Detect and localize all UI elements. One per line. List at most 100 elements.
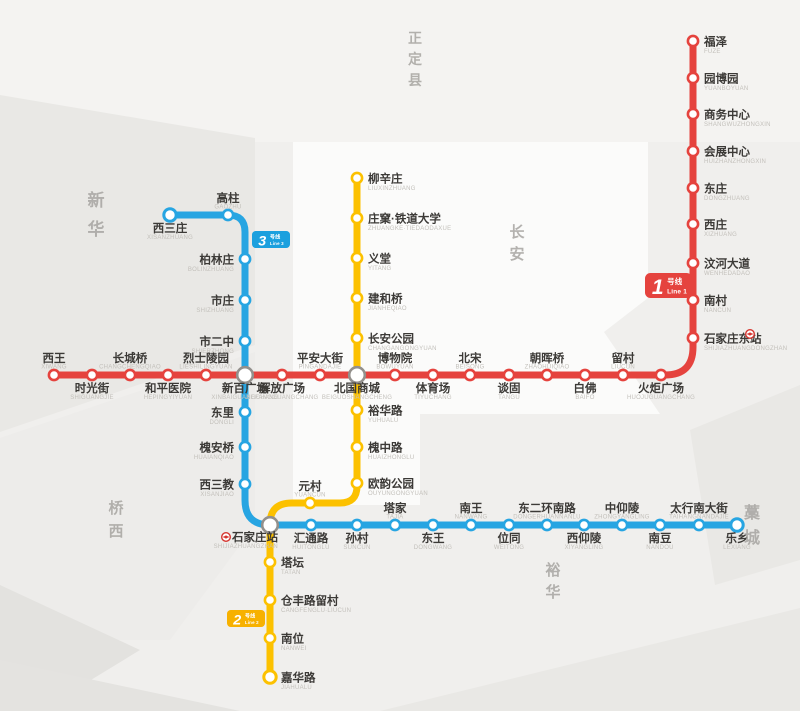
station-marker[interactable] [686, 331, 700, 345]
transfer-station-marker[interactable] [347, 365, 367, 385]
station-marker[interactable] [221, 208, 235, 222]
station-marker[interactable] [162, 207, 178, 223]
station-marker[interactable] [540, 518, 554, 532]
station-marker[interactable] [350, 476, 364, 490]
station-marker[interactable] [263, 555, 277, 569]
station-marker[interactable] [85, 368, 99, 382]
station-marker[interactable] [686, 256, 700, 270]
station-marker[interactable] [426, 368, 440, 382]
station-marker[interactable] [502, 368, 516, 382]
station-marker[interactable] [161, 368, 175, 382]
station-marker[interactable] [350, 291, 364, 305]
station-marker[interactable] [238, 405, 252, 419]
station-marker[interactable] [686, 217, 700, 231]
station-marker[interactable] [616, 368, 630, 382]
station-marker[interactable] [686, 181, 700, 195]
station-marker[interactable] [463, 368, 477, 382]
station-marker[interactable] [686, 34, 700, 48]
station-marker[interactable] [388, 518, 402, 532]
station-marker[interactable] [686, 293, 700, 307]
station-marker[interactable] [350, 440, 364, 454]
station-marker[interactable] [303, 496, 317, 510]
station-marker[interactable] [653, 518, 667, 532]
station-marker[interactable] [263, 631, 277, 645]
station-marker[interactable] [262, 669, 278, 685]
transfer-station-marker[interactable] [235, 365, 255, 385]
station-marker[interactable] [686, 107, 700, 121]
station-marker[interactable] [350, 331, 364, 345]
station-marker[interactable] [577, 518, 591, 532]
station-marker[interactable] [238, 477, 252, 491]
station-marker[interactable] [238, 293, 252, 307]
station-marker[interactable] [350, 211, 364, 225]
station-marker[interactable] [686, 71, 700, 85]
station-marker[interactable] [729, 517, 745, 533]
transfer-station-marker[interactable] [260, 515, 280, 535]
station-marker[interactable] [615, 518, 629, 532]
station-marker[interactable] [502, 518, 516, 532]
station-marker[interactable] [263, 593, 277, 607]
station-marker[interactable] [426, 518, 440, 532]
station-marker[interactable] [692, 518, 706, 532]
station-marker[interactable] [47, 368, 61, 382]
station-marker[interactable] [686, 144, 700, 158]
station-marker[interactable] [304, 518, 318, 532]
station-marker[interactable] [123, 368, 137, 382]
station-marker[interactable] [350, 251, 364, 265]
station-marker[interactable] [238, 252, 252, 266]
station-marker[interactable] [388, 368, 402, 382]
station-marker[interactable] [313, 368, 327, 382]
